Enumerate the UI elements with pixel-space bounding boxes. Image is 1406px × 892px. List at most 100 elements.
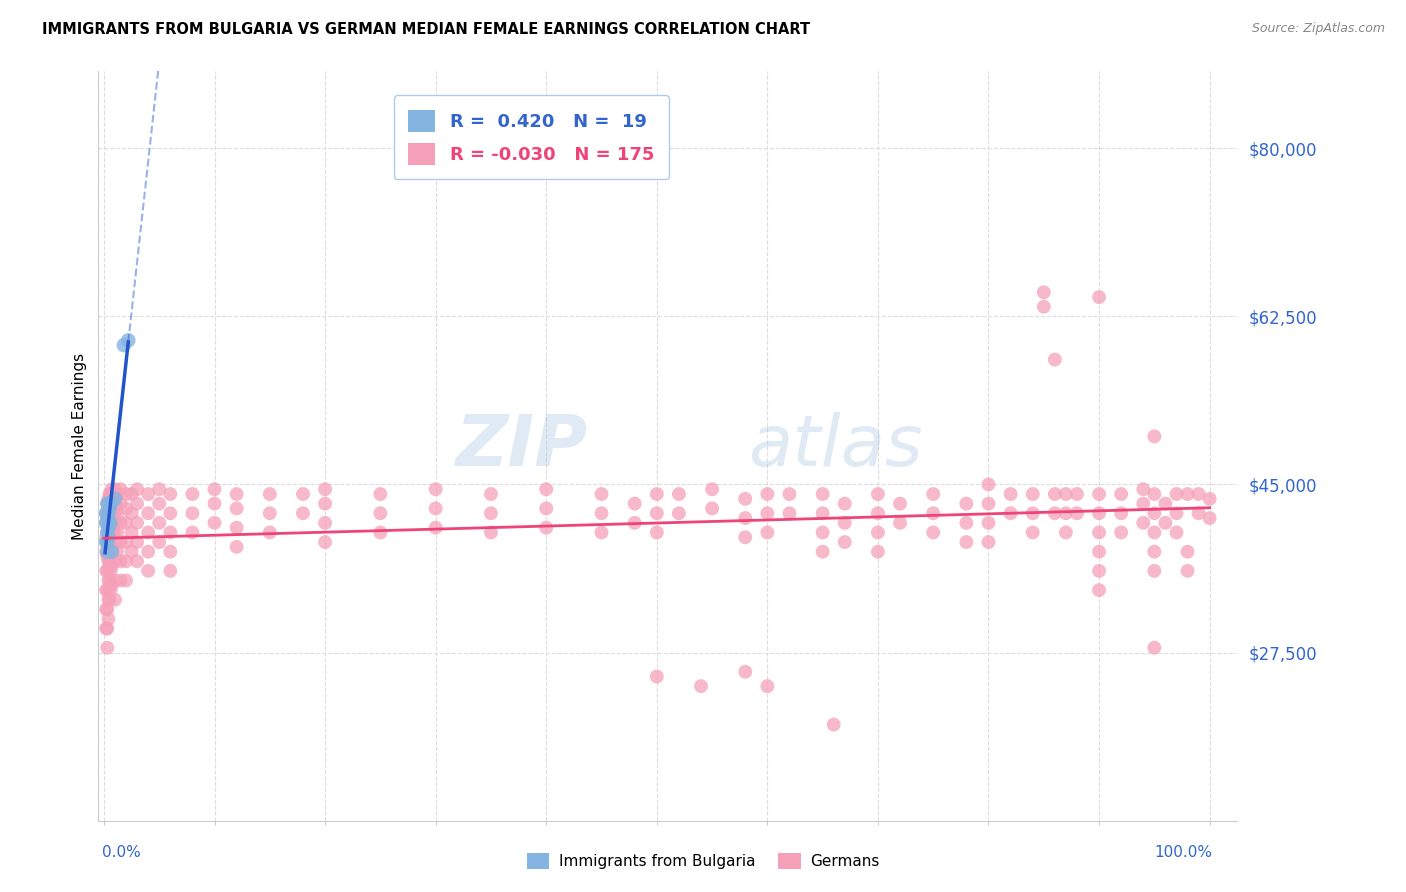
Point (1022, 487, 1045, 501)
Point (101, 525, 124, 540)
Point (105, 487, 128, 501)
Point (1088, 506, 1111, 520)
Point (668, 506, 690, 520)
Point (96, 564, 118, 578)
Point (700, 501, 723, 516)
Point (96, 535, 118, 549)
Point (734, 665, 756, 679)
Point (479, 506, 502, 520)
Point (1043, 506, 1066, 520)
Point (110, 574, 132, 588)
Point (889, 497, 911, 511)
Point (101, 544, 124, 558)
Point (314, 497, 336, 511)
Point (100, 521, 122, 535)
Point (110, 497, 132, 511)
Text: atlas: atlas (748, 411, 922, 481)
Point (98, 592, 121, 607)
Point (104, 574, 127, 588)
Point (96, 602, 118, 616)
Point (1088, 564, 1111, 578)
Point (98, 521, 121, 535)
Point (866, 506, 889, 520)
Point (148, 482, 170, 496)
Point (889, 516, 911, 530)
Point (1143, 506, 1166, 520)
Point (779, 506, 801, 520)
Point (98, 487, 121, 501)
Point (1187, 506, 1209, 520)
Point (110, 554, 132, 568)
Point (623, 497, 645, 511)
Legend: Immigrants from Bulgaria, Germans: Immigrants from Bulgaria, Germans (520, 847, 886, 875)
Point (96, 622, 118, 636)
Point (1066, 506, 1088, 520)
Point (100, 501, 122, 516)
Text: IMMIGRANTS FROM BULGARIA VS GERMAN MEDIAN FEMALE EARNINGS CORRELATION CHART: IMMIGRANTS FROM BULGARIA VS GERMAN MEDIA… (42, 22, 810, 37)
Point (1088, 583, 1111, 598)
Point (259, 525, 281, 540)
Point (977, 535, 1000, 549)
Point (1066, 487, 1088, 501)
Point (112, 338, 135, 352)
Point (121, 544, 143, 558)
Point (834, 535, 856, 549)
Point (103, 487, 125, 501)
Point (1109, 525, 1132, 540)
Point (100, 497, 122, 511)
Text: 0.0%: 0.0% (101, 845, 141, 860)
Point (591, 506, 613, 520)
Point (100, 544, 122, 558)
Point (97, 530, 120, 544)
Point (1132, 497, 1154, 511)
Point (225, 487, 247, 501)
Point (96, 516, 118, 530)
Point (734, 530, 756, 544)
Text: 100.0%: 100.0% (1154, 845, 1212, 860)
Point (756, 679, 779, 693)
Point (314, 482, 336, 496)
Point (104, 497, 127, 511)
Point (115, 516, 138, 530)
Point (425, 482, 447, 496)
Point (1032, 285, 1054, 300)
Point (534, 521, 557, 535)
Point (96, 506, 118, 520)
Point (96, 497, 118, 511)
Point (115, 487, 138, 501)
Point (955, 516, 977, 530)
Point (1054, 506, 1077, 520)
Point (96, 583, 118, 598)
Point (101, 487, 124, 501)
Point (181, 487, 204, 501)
Point (1143, 564, 1166, 578)
Point (1154, 497, 1177, 511)
Point (100, 487, 122, 501)
Point (1088, 487, 1111, 501)
Point (121, 487, 143, 501)
Point (97, 497, 120, 511)
Point (115, 554, 138, 568)
Point (159, 544, 181, 558)
Point (1132, 516, 1154, 530)
Point (1177, 564, 1199, 578)
Point (1143, 487, 1166, 501)
Point (103, 506, 125, 520)
Point (96, 622, 118, 636)
Point (370, 487, 392, 501)
Point (977, 516, 1000, 530)
Point (159, 525, 181, 540)
Point (96, 549, 118, 564)
Point (370, 525, 392, 540)
Point (534, 501, 557, 516)
Point (811, 525, 834, 540)
Point (97, 554, 120, 568)
Point (159, 506, 181, 520)
Point (104, 516, 127, 530)
Legend: R =  0.420   N =  19, R = -0.030   N = 175: R = 0.420 N = 19, R = -0.030 N = 175 (394, 95, 669, 179)
Point (96, 535, 118, 549)
Point (1054, 487, 1077, 501)
Point (96, 535, 118, 549)
Point (591, 525, 613, 540)
Point (98, 506, 121, 520)
